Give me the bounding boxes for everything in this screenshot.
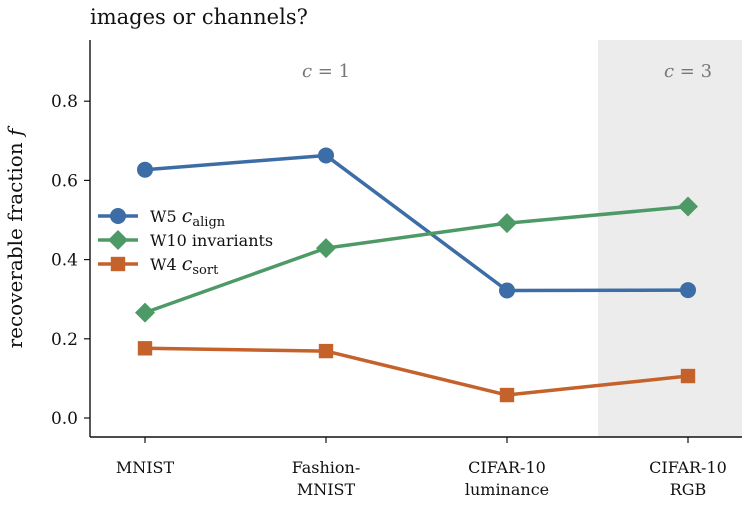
data-point xyxy=(135,302,155,323)
y-tick-label: 0.6 xyxy=(51,171,78,191)
legend-label: W4 csort xyxy=(150,253,219,278)
legend-marker xyxy=(110,256,126,272)
x-tick-label: RGB xyxy=(670,480,707,499)
x-tick-label: Fashion- xyxy=(292,458,361,477)
data-point xyxy=(497,213,517,234)
series-square xyxy=(137,341,696,403)
y-ticks: 0.0 0.2 0.4 0.6 0.8 xyxy=(51,92,90,429)
region-annotation: c = 1 xyxy=(302,61,350,82)
data-point xyxy=(137,341,153,356)
chart-title: images or channels? xyxy=(90,5,308,29)
y-tick-label: 0.8 xyxy=(51,92,78,112)
legend-item: W5 calign xyxy=(98,205,226,230)
x-tick-label: CIFAR-10 xyxy=(468,458,546,477)
data-point xyxy=(499,387,515,403)
series-line xyxy=(144,153,689,293)
x-tick-label: MNIST xyxy=(116,458,175,477)
data-point xyxy=(318,343,334,359)
y-axis-label: recoverable fraction f xyxy=(3,125,27,348)
legend-marker xyxy=(110,208,126,224)
region-annotation: c = 3 xyxy=(664,61,712,82)
x-ticks: MNIST Fashion- MNIST CIFAR-10 luminance CIFAR… xyxy=(116,437,727,499)
data-point xyxy=(316,238,336,259)
series-diamond xyxy=(135,196,698,323)
legend-item: W10 invariants xyxy=(98,230,273,250)
data-point xyxy=(680,368,696,384)
x-tick-label: luminance xyxy=(465,480,549,499)
y-tick-label: 0.2 xyxy=(51,330,78,350)
data-point xyxy=(318,147,334,164)
y-tick-label: 0.4 xyxy=(51,251,78,271)
series-line xyxy=(144,346,689,397)
legend-marker xyxy=(108,230,128,250)
series-group xyxy=(135,147,698,403)
data-point xyxy=(678,196,698,217)
legend-label: W5 calign xyxy=(150,205,226,230)
series-line xyxy=(144,204,689,315)
data-point xyxy=(499,282,515,299)
legend-item: W4 csort xyxy=(98,253,219,278)
legend-label: W10 invariants xyxy=(150,231,273,250)
data-point xyxy=(137,161,153,178)
x-tick-label: MNIST xyxy=(297,480,356,499)
data-point xyxy=(680,282,696,299)
annotations: c = 1 c = 3 xyxy=(302,61,712,82)
axes xyxy=(89,40,742,438)
x-tick-label: CIFAR-10 xyxy=(649,458,727,477)
shaded-region xyxy=(598,40,742,437)
series-circle xyxy=(137,147,696,299)
y-tick-label: 0.0 xyxy=(51,409,78,429)
